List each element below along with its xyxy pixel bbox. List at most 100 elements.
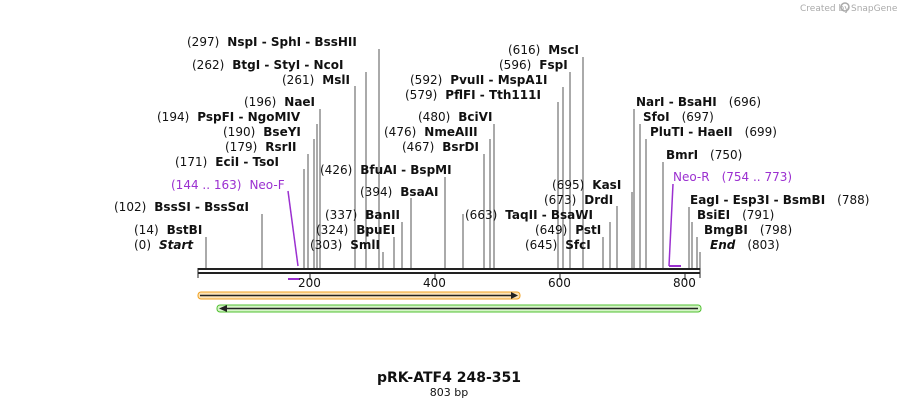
site-num: (394) <box>360 185 392 199</box>
enzyme-label[interactable]: PflFI - Tth111I <box>445 88 541 102</box>
enzyme-label[interactable]: NaeI <box>284 95 315 109</box>
enzyme-label[interactable]: BsrDI <box>442 140 479 154</box>
svg-text:(0)Start: (0) Start <box>134 238 194 252</box>
svg-text:(579)PflFI - Tth111I: (579) PflFI - Tth111I <box>405 88 541 102</box>
enzyme-label[interactable]: NarI - BsaHI <box>636 95 717 109</box>
enzyme-label[interactable]: BciVI <box>458 110 492 124</box>
snapgene-logo-icon <box>840 2 850 12</box>
enzyme-label[interactable]: PstI <box>575 223 601 237</box>
enzyme-label[interactable]: PspFI - NgoMIV <box>197 110 301 124</box>
svg-text:(649)PstI: (649) PstI <box>535 223 601 237</box>
site-num: (616) <box>508 43 540 57</box>
enzyme-label[interactable]: BmgBI <box>704 223 748 237</box>
site-num: (262) <box>192 58 224 72</box>
enzyme-label[interactable]: BsiEI <box>697 208 730 222</box>
site-num: (750) <box>710 148 742 162</box>
enzyme-label[interactable]: KasI <box>592 178 621 192</box>
svg-text:BmrI(750): BmrI (750) <box>666 148 742 162</box>
enzyme-label[interactable]: NmeAIII <box>424 125 477 139</box>
enzyme-label[interactable]: EagI - Esp3I - BsmBI <box>690 193 825 207</box>
svg-text:BmgBI(798): BmgBI (798) <box>704 223 792 237</box>
leader-lines <box>205 49 701 268</box>
enzyme-label[interactable]: BfuAI - BspMI <box>360 163 451 177</box>
enzyme-label[interactable]: NspI - SphI - BssHII <box>227 35 357 49</box>
site-num: (102) <box>114 200 146 214</box>
svg-text:(616)MscI: (616) MscI <box>508 43 579 57</box>
site-num: (480) <box>418 110 450 124</box>
site-num: (196) <box>244 95 276 109</box>
svg-text:(426)BfuAI - BspMI: (426) BfuAI - BspMI <box>320 163 452 177</box>
enzyme-label[interactable]: PluTI - HaeII <box>650 125 733 139</box>
enzyme-label[interactable]: BssSI - BssSαI <box>154 200 249 214</box>
svg-text:(337)BanII: (337) BanII <box>325 208 400 222</box>
site-num: (426) <box>320 163 352 177</box>
site-num: (592) <box>410 73 442 87</box>
enzyme-label[interactable]: TaqII - BsaWI <box>505 208 593 222</box>
svg-text:(645)SfcI: (645) SfcI <box>525 238 591 252</box>
enzyme-label[interactable]: BtgI - StyI - NcoI <box>232 58 343 72</box>
svg-text:(179)RsrII: (179) RsrII <box>225 140 297 154</box>
site-num: (579) <box>405 88 437 102</box>
sequence-backbone <box>197 268 701 280</box>
svg-text:(262)BtgI - StyI - NcoI: (262) BtgI - StyI - NcoI <box>192 58 343 72</box>
ruler-tick: 200 <box>298 276 321 290</box>
svg-text:(695)KasI: (695) KasI <box>552 178 621 192</box>
site-num: (673) <box>544 193 576 207</box>
enzyme-label[interactable]: MslI <box>322 73 350 87</box>
site-num: (14) <box>134 223 159 237</box>
svg-text:(261)MslI: (261) MslI <box>282 73 350 87</box>
ruler-tick: 600 <box>548 276 571 290</box>
enzyme-label[interactable]: BpuEI <box>356 223 395 237</box>
svg-text:(196)NaeI: (196) NaeI <box>244 95 315 109</box>
enzyme-label[interactable]: SfcI <box>565 238 590 252</box>
site-num: (695) <box>552 178 584 192</box>
site-num: (696) <box>729 95 761 109</box>
site-num: (803) <box>747 238 779 252</box>
site-num: (297) <box>187 35 219 49</box>
plasmid-length: 803 bp <box>430 386 468 399</box>
enzyme-label[interactable]: BstBI <box>167 223 203 237</box>
enzyme-label[interactable]: BanII <box>365 208 400 222</box>
enzyme-label[interactable]: BsaAI <box>400 185 438 199</box>
svg-text:(592)PvuII - MspA1I: (592) PvuII - MspA1I <box>410 73 547 87</box>
svg-text:(194)PspFI - NgoMIV: (194) PspFI - NgoMIV <box>157 110 301 124</box>
enzyme-label[interactable]: RsrII <box>265 140 296 154</box>
primer-neo-f[interactable]: (144 .. 163) Neo-F <box>171 178 300 280</box>
enzyme-label[interactable]: MscI <box>548 43 579 57</box>
enzyme-label[interactable]: DrdI <box>584 193 613 207</box>
enzyme-label[interactable]: PvuII - MspA1I <box>450 73 547 87</box>
primer-leader <box>287 190 299 267</box>
enzyme-label[interactable]: BmrI <box>666 148 698 162</box>
feature-green-arrow[interactable] <box>216 304 702 313</box>
svg-text:(476)NmeAIII: (476) NmeAIII <box>384 125 478 139</box>
svg-text:(190)BseYI: (190) BseYI <box>223 125 301 139</box>
site-num: (171) <box>175 155 207 169</box>
enzyme-label[interactable]: SfoI <box>643 110 670 124</box>
svg-text:(663)TaqII - BsaWI: (663) TaqII - BsaWI <box>465 208 593 222</box>
svg-text:(394)BsaAI: (394) BsaAI <box>360 185 438 199</box>
site-num: (467) <box>402 140 434 154</box>
enzyme-label[interactable]: BseYI <box>263 125 301 139</box>
svg-text:(596)FspI: (596) FspI <box>499 58 568 72</box>
site-num: (0) <box>134 238 151 252</box>
svg-text:(14)BstBI: (14) BstBI <box>134 223 202 237</box>
plasmid-name: pRK-ATF4 248-351 <box>377 370 521 386</box>
enzyme-label[interactable]: EciI - TsoI <box>215 155 279 169</box>
svg-text:End(803): End (803) <box>710 238 780 252</box>
enzyme-label[interactable]: SmlI <box>350 238 380 252</box>
svg-text:(324)BpuEI: (324) BpuEI <box>316 223 395 237</box>
site-num: (788) <box>837 193 869 207</box>
svg-text:(297)NspI - SphI - BssHII: (297) NspI - SphI - BssHII <box>187 35 357 49</box>
credit-label: Created by <box>800 4 850 14</box>
svg-text:Neo-R(754 .. 773): Neo-R (754 .. 773) <box>673 170 792 184</box>
site-num: (798) <box>760 223 792 237</box>
site-num: (649) <box>535 223 567 237</box>
enzyme-label[interactable]: FspI <box>539 58 567 72</box>
feature-orange-arrow[interactable] <box>197 291 521 300</box>
site-num: (697) <box>682 110 714 124</box>
site-num: (324) <box>316 223 348 237</box>
end-label: End <box>710 238 736 252</box>
svg-text:(102)BssSI - BssSαI: (102) BssSI - BssSαI <box>114 200 249 214</box>
primer-neo-r[interactable]: Neo-R (754 .. 773) <box>668 170 792 267</box>
